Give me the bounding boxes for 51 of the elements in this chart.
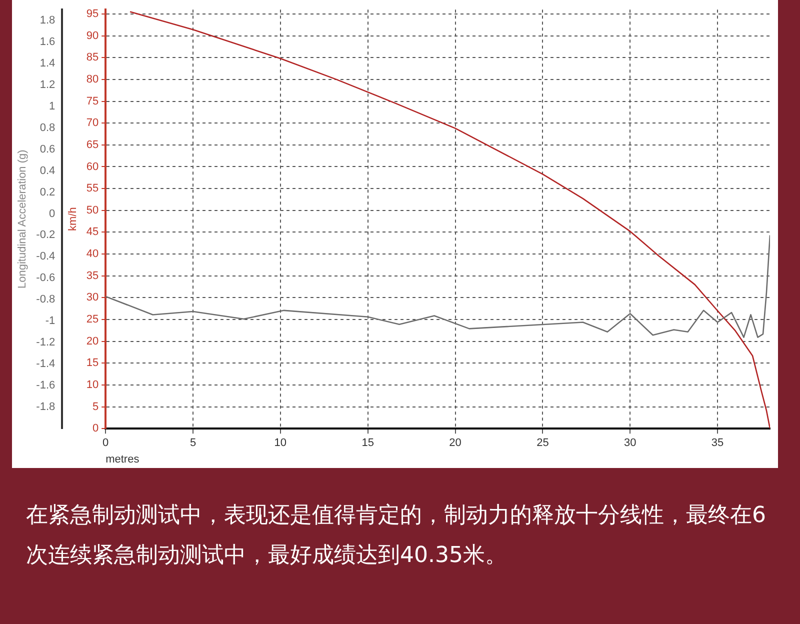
y-tick-label: -1.6 <box>36 380 56 392</box>
y-axis-title: Longitudinal Acceleration (g) <box>16 150 29 289</box>
y2-tick-label: 5 <box>92 400 99 413</box>
y-tick-label: -0.2 <box>36 229 56 242</box>
x-tick-label: 25 <box>536 437 549 450</box>
y-tick-label: 0.6 <box>40 143 56 156</box>
y-tick-label: -0.8 <box>36 294 56 306</box>
y-tick-label: -1 <box>45 315 56 328</box>
y-tick-label: 0.2 <box>40 186 56 198</box>
y2-tick-label: 35 <box>86 270 99 282</box>
y-tick-label: 0.4 <box>40 164 56 177</box>
y-tick-label: -0.4 <box>36 250 56 263</box>
y-tick-label: 1.8 <box>40 14 56 26</box>
y2-tick-label: 15 <box>86 357 99 370</box>
text: 在紧急制动测试中，表现还是值得肯定的，制动力的释放十分线性，最终在6次连续紧急制动测试中，最好成绩达到40.35米。 <box>26 502 767 570</box>
y-tick-label: -1.8 <box>36 401 56 414</box>
y-tick-label: 0.8 <box>40 122 56 134</box>
x-axis-title: metres <box>106 453 140 466</box>
y2-tick-label: 90 <box>86 30 99 42</box>
y2-tick-label: 75 <box>86 95 99 108</box>
y2-tick-label: 80 <box>86 73 99 86</box>
y2-tick-label: 60 <box>86 160 99 173</box>
y-tick-label: 1.6 <box>40 36 56 48</box>
x-tick-label: 10 <box>274 437 287 450</box>
y-tick-label: 0 <box>49 208 56 220</box>
y2-tick-label: 0 <box>92 422 99 435</box>
y2-tick-label: 95 <box>86 8 99 20</box>
x-tick-label: 15 <box>362 437 374 450</box>
y-tick-label: 1.2 <box>40 78 56 91</box>
y-tick-label: -1.4 <box>36 358 56 370</box>
y2-tick-label: 65 <box>86 138 99 151</box>
y-tick-label: 1.4 <box>40 57 56 70</box>
y2-tick-label: 85 <box>86 52 99 64</box>
y2-tick-label: 55 <box>86 182 99 195</box>
x-tick-label: 35 <box>711 437 724 450</box>
y-tick-label: -0.6 <box>36 272 56 284</box>
y2-tick-label: 25 <box>86 314 99 326</box>
y2-tick-label: 30 <box>86 292 99 304</box>
y2-tick-label: 70 <box>86 117 99 130</box>
x-tick-label: 5 <box>190 437 196 450</box>
y2-axis-title: km/h <box>66 207 79 232</box>
x-tick-label: 30 <box>624 437 636 450</box>
x-tick-label: 0 <box>102 437 109 450</box>
y2-tick-label: 50 <box>86 204 99 216</box>
x-tick-label: 20 <box>449 437 462 450</box>
y2-tick-label: 20 <box>86 335 99 348</box>
y-tick-label: -1.2 <box>36 336 56 349</box>
y2-tick-label: 45 <box>86 226 99 238</box>
y2-tick-label: 10 <box>86 378 99 391</box>
y-tick-label: 1 <box>49 100 56 112</box>
y2-tick-label: 40 <box>86 248 99 260</box>
